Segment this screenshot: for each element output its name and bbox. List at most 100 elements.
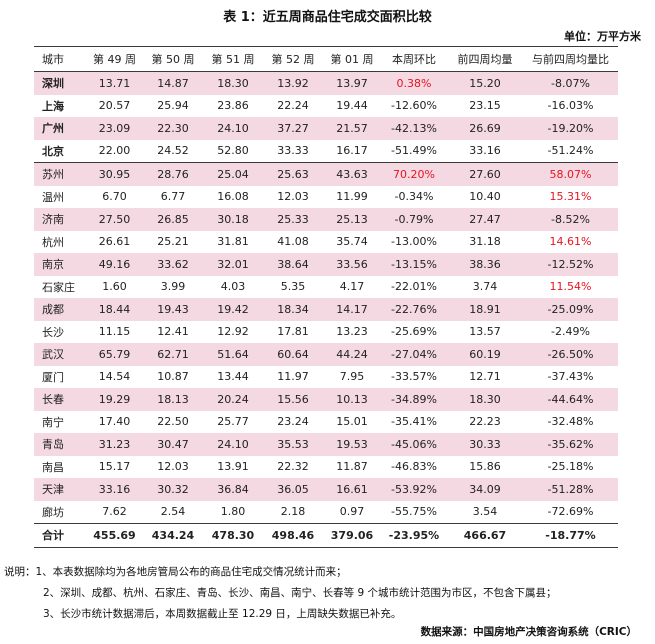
- table-cell: -22.76%: [381, 298, 447, 321]
- table-cell: 18.91: [447, 298, 523, 321]
- table-cell: 3.99: [160, 280, 186, 294]
- city-cell: 广州: [34, 117, 86, 140]
- city-cell: 北京: [42, 144, 64, 158]
- table-row: 上海 20.57 25.94 23.86 22.24 19.44 -12.60% 23.15 -…: [34, 95, 618, 118]
- table-cell: 1.60: [102, 280, 127, 294]
- table-cell: -12.52%: [523, 253, 618, 276]
- city-cell: 武汉: [34, 343, 86, 366]
- table-cell: 15.56: [263, 388, 323, 411]
- table-cell: 0.38%: [381, 71, 447, 95]
- table-row: 长春 19.29 18.13 20.24 15.56 10.13 -34.89% 18.30-…: [34, 388, 618, 411]
- table-cell: -12.60%: [391, 99, 437, 113]
- table-cell: 22.30: [143, 117, 203, 140]
- table-cell: 20.57: [98, 99, 131, 113]
- table-cell: 25.94: [157, 99, 189, 113]
- table-cell: 6.70: [102, 190, 127, 204]
- table-cell: -26.50%: [523, 343, 618, 366]
- table-cell: 23.15: [469, 99, 501, 113]
- table-cell: 24.52: [157, 144, 189, 158]
- table-row: 济南 27.50 26.85 30.18 25.33 25.13 -0.79% 27.47 -8…: [34, 208, 618, 231]
- table-cell: 12.71: [469, 370, 501, 384]
- table-cell: 6.77: [160, 190, 186, 204]
- table-cell: 13.71: [86, 71, 143, 95]
- table-cell: -51.49%: [391, 144, 437, 158]
- table-cell: 25.13: [323, 208, 381, 231]
- city-cell: 深圳: [34, 71, 86, 95]
- table-cell: 60.64: [263, 343, 323, 366]
- table-cell: 22.24: [277, 99, 309, 113]
- table-cell: -13.15%: [381, 253, 447, 276]
- table-cell: 7.95: [339, 370, 365, 384]
- table-cell: 12.03: [157, 460, 189, 474]
- table-cell: 498.46: [263, 523, 323, 548]
- city-cell: 长沙: [42, 325, 64, 339]
- table-cell: 35.53: [263, 433, 323, 456]
- table-row: 长沙 11.15 12.41 12.92 17.81 13.23 -25.69% 13.57 -…: [34, 321, 618, 344]
- table-cell: 18.30: [203, 71, 263, 95]
- table-cell: 18.34: [263, 298, 323, 321]
- table-cell: -18.77%: [523, 523, 618, 548]
- table-cell: 23.86: [217, 99, 249, 113]
- table-cell: 19.44: [336, 99, 368, 113]
- city-cell: 南昌: [42, 460, 64, 474]
- table-cell: 15.01: [336, 415, 368, 429]
- table-cell: 30.18: [203, 208, 263, 231]
- table-cell: 2.18: [280, 505, 306, 519]
- table-title: 表 1：近五周商品住宅成交面积比较: [223, 10, 432, 25]
- table-cell: 5.35: [280, 280, 306, 294]
- table-cell: 31.23: [86, 433, 143, 456]
- table-cell: 19.43: [143, 298, 203, 321]
- table-cell: 18.30: [447, 388, 523, 411]
- table-cell: 2.54: [160, 505, 186, 519]
- table-cell: 1.80: [220, 505, 246, 519]
- note-line: 说明：1、本表数据除均为各地房管局公布的商品住宅成交情况统计而来；: [4, 566, 347, 578]
- table-cell: 4.17: [339, 280, 365, 294]
- table-cell: 11.99: [336, 190, 368, 204]
- table-cell: 32.01: [203, 253, 263, 276]
- table-cell: 58.07%: [523, 162, 618, 186]
- table-cell: -51.24%: [547, 144, 594, 158]
- table-cell: 11.97: [277, 370, 309, 384]
- city-cell: 济南: [34, 208, 86, 231]
- column-header: 第 50 周: [143, 46, 203, 72]
- table-cell: 15.86: [469, 460, 501, 474]
- table-cell: 14.54: [98, 370, 131, 384]
- city-cell: 南京: [34, 253, 86, 276]
- table-cell: 455.69: [86, 523, 143, 548]
- table-cell: 22.50: [157, 415, 189, 429]
- table-row: 北京 22.00 24.52 52.80 33.33 16.17 -51.49% 33.16 -…: [34, 140, 618, 163]
- city-cell: 杭州: [42, 235, 64, 249]
- table-row: 天津 33.16 30.32 36.84 36.05 16.61 -53.92% 34.09-…: [34, 478, 618, 501]
- table-cell: 15.20: [447, 71, 523, 95]
- table-cell: -16.03%: [547, 99, 594, 113]
- table-cell: 33.56: [323, 253, 381, 276]
- table-cell: 27.60: [447, 162, 523, 186]
- table-row: 南昌 15.17 12.03 13.91 22.32 11.87 -46.83% 15.86 -…: [34, 456, 618, 479]
- table-cell: 23.09: [86, 117, 143, 140]
- table-row: 温州 6.70 6.77 16.08 12.03 11.99 -0.34% 10.40 15.3…: [34, 186, 618, 209]
- column-header: 第 52 周: [263, 46, 323, 72]
- table-cell: -33.57%: [391, 370, 437, 384]
- unit-label: 单位：万平方米: [564, 30, 641, 43]
- table-cell: 25.21: [157, 235, 189, 249]
- table-row: 石家庄 1.60 3.99 4.03 5.35 4.17 -22.01% 3.74 11.54%: [34, 276, 618, 299]
- table-cell: 26.85: [143, 208, 203, 231]
- column-header: 城市: [34, 46, 86, 72]
- table-cell: 18.13: [143, 388, 203, 411]
- table-cell: -53.92%: [381, 478, 447, 501]
- table-cell: 14.87: [143, 71, 203, 95]
- table-row: 廊坊 7.62 2.54 1.80 2.18 0.97 -55.75% 3.54 -72.69%: [34, 501, 618, 524]
- table-cell: -0.79%: [381, 208, 447, 231]
- table-cell: 27.50: [86, 208, 143, 231]
- table-cell: 11.15: [98, 325, 131, 339]
- table-row: 苏州 30.95 28.76 25.04 25.63 43.63 70.20% 27.60 58…: [34, 162, 618, 186]
- table-cell: 22.32: [277, 460, 309, 474]
- city-cell: 天津: [34, 478, 86, 501]
- table-cell: 43.63: [323, 162, 381, 186]
- table-cell: 25.04: [203, 162, 263, 186]
- table-cell: 15.17: [98, 460, 131, 474]
- table-cell: 70.20%: [381, 162, 447, 186]
- total-row: 合计 455.69 434.24 478.30 498.46 379.06 -2…: [34, 523, 618, 548]
- table-cell: 19.29: [86, 388, 143, 411]
- table-cell: 35.74: [336, 235, 368, 249]
